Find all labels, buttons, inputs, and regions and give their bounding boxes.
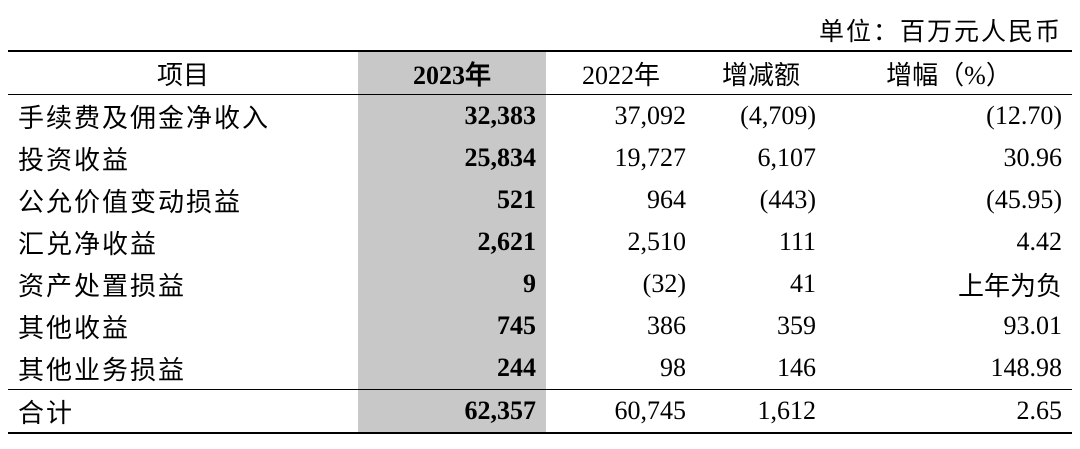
table-cell: 521 (358, 179, 546, 221)
table-cell: 上年为负 (957, 271, 1062, 301)
table-cell: 4.42 (1016, 227, 1063, 256)
table-cell: 汇兑净收益 (18, 229, 159, 259)
table-cell: 2,510 (627, 227, 687, 256)
table-cell: 资产处置损益 (18, 271, 187, 301)
table-body: 手续费及佣金净收入 32,383 37,092 (4,709) (12.70) 投资收益 2… (8, 94, 1072, 433)
table-cell: 手续费及佣金净收入 (18, 103, 271, 133)
table-cell: 62,357 (358, 389, 546, 433)
table-row: 投资收益 25,834 19,727 6,107 30.96 (8, 137, 1072, 179)
table-cell: 146 (777, 353, 816, 382)
table-cell: (4,709) (740, 101, 816, 130)
unit-note: 单位：百万元人民币 (818, 19, 1062, 46)
table-cell: 98 (660, 353, 686, 382)
table-cell: 其他收益 (18, 313, 131, 343)
table-cell: 148.98 (990, 353, 1063, 382)
table-cell: 25,834 (358, 137, 546, 179)
table-row: 手续费及佣金净收入 32,383 37,092 (4,709) (12.70) (8, 94, 1072, 137)
table-cell: 386 (647, 311, 686, 340)
table-cell: 其他业务损益 (18, 355, 187, 385)
table-cell: 32,383 (358, 94, 546, 137)
table-row: 公允价值变动损益 521 964 (443) (45.95) (8, 179, 1072, 221)
table-cell: 745 (358, 305, 546, 347)
table-cell: 1,612 (757, 396, 817, 425)
table-cell: (443) (759, 185, 816, 214)
table-row: 其他收益 745 386 359 93.01 (8, 305, 1072, 347)
table-row: 合计 62,357 60,745 1,612 2.65 (8, 389, 1072, 433)
header-cell: 2023年 (358, 51, 546, 95)
table-cell: 37,092 (614, 101, 687, 130)
table-cell: (12.70) (986, 101, 1062, 130)
table-cell: 9 (358, 263, 546, 305)
table-cell: 60,745 (614, 396, 687, 425)
table-cell: 964 (647, 185, 686, 214)
table-cell: 合计 (18, 398, 75, 428)
table-cell: 19,727 (614, 143, 687, 172)
table-cell: 2,621 (358, 221, 546, 263)
table: 项目 2023年 2022年 增减额 增幅（%） 手续费及佣金净收入 32,383 37,0… (8, 50, 1072, 434)
table-cell: (32) (642, 269, 686, 298)
table-cell: 6,107 (757, 143, 817, 172)
table-row: 汇兑净收益 2,621 2,510 111 4.42 (8, 221, 1072, 263)
table-cell: 41 (790, 269, 816, 298)
table-cell: 359 (777, 311, 816, 340)
header-cell: 增幅（%） (886, 60, 1012, 90)
table-cell: 2.65 (1016, 396, 1063, 425)
table-cell: 244 (358, 347, 546, 390)
table-cell: 公允价值变动损益 (18, 187, 243, 217)
table-cell: 111 (778, 227, 816, 256)
table-cell: 投资收益 (18, 145, 131, 175)
table-cell: 30.96 (1003, 143, 1063, 172)
table-cell: 93.01 (1003, 311, 1063, 340)
header-cell: 2022年 (581, 60, 660, 90)
header-cell: 项目 (156, 60, 209, 90)
table-row: 其他业务损益 244 98 146 148.98 (8, 347, 1072, 390)
table-row: 资产处置损益 9 (32) 41 上年为负 (8, 263, 1072, 305)
header-cell: 增减额 (721, 60, 800, 90)
header-row: 项目 2023年 2022年 增减额 增幅（%） (8, 51, 1072, 95)
table-cell: (45.95) (986, 185, 1062, 214)
